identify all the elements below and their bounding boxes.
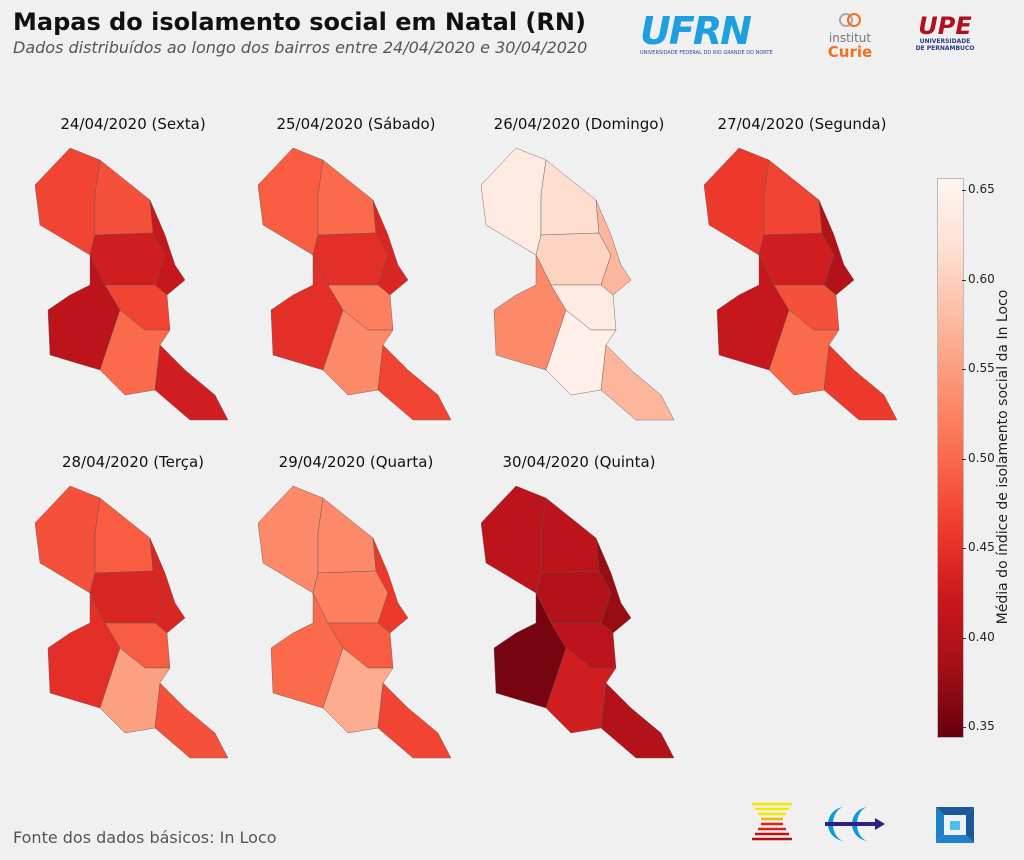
district-nordeste (540, 497, 600, 574)
colorbar-tick-mark (962, 279, 966, 281)
upe-logo-text: UPE (918, 12, 972, 40)
colorbar-tick-label: 0.45 (968, 540, 995, 554)
district-nordeste (94, 497, 154, 574)
choropleth-map (258, 147, 452, 421)
colorbar-tick-mark (962, 637, 966, 639)
district-noroeste (481, 485, 547, 594)
choropleth-map (481, 147, 675, 421)
choropleth-map (481, 485, 675, 759)
district-nordeste (317, 497, 377, 574)
district-noroeste (35, 147, 101, 256)
curie-text-1: institut (828, 31, 872, 45)
cc-logo-icon (825, 807, 885, 841)
colorbar-tick-label: 0.35 (968, 719, 995, 733)
colorbar-tick-label: 0.50 (968, 450, 995, 465)
map-title: 24/04/2020 (Sexta) (60, 115, 206, 133)
curie-rings-icon (839, 13, 861, 27)
district-nordeste (763, 159, 823, 236)
colorbar (937, 178, 964, 738)
colorbar-tick-label: 0.65 (968, 182, 995, 196)
district-nordeste (94, 159, 154, 236)
choropleth-map (704, 147, 898, 421)
upe-sub1: UNIVERSIDADE (919, 38, 971, 45)
cube-logo-icon (936, 807, 974, 843)
ufrn-logo: UFRN UNIVERSIDADE FEDERAL DO RIO GRANDE … (640, 9, 773, 56)
district-noroeste (35, 485, 101, 594)
curie-text-2: Curie (827, 43, 873, 61)
colorbar-tick-mark (962, 727, 966, 728)
district-noroeste (258, 147, 324, 256)
district-noroeste (481, 147, 547, 256)
district-sudeste (154, 682, 229, 759)
map-title: 26/04/2020 (Domingo) (493, 115, 665, 133)
choropleth-map (258, 485, 452, 759)
colorbar-tick-mark (962, 190, 966, 191)
ufrn-logo-subtext: UNIVERSIDADE FEDERAL DO RIO GRANDE DO NO… (640, 50, 773, 56)
colorbar-tick-mark (962, 369, 966, 370)
colorbar-label: Média do índice de isolamento social da … (995, 289, 1011, 625)
page-title: Mapas do isolamento social em Natal (RN) (13, 8, 586, 36)
lab-logo-icon (752, 802, 792, 841)
map-title: 28/04/2020 (Terça) (61, 453, 205, 471)
map-title: 25/04/2020 (Sábado) (276, 115, 436, 133)
colorbar-tick-label: 0.55 (968, 361, 995, 375)
district-sudeste (154, 344, 229, 421)
page-subtitle: Dados distribuídos ao longo dos bairros … (13, 38, 588, 57)
institut-curie-logo: institut Curie (825, 12, 875, 60)
district-nordeste (317, 159, 377, 236)
ufrn-logo-text: UFRN (640, 9, 752, 53)
data-source: Fonte dos dados básicos: In Loco (13, 828, 277, 847)
district-sudeste (377, 344, 452, 421)
upe-sub2: DE PERNAMBUCO (915, 45, 975, 52)
district-sudeste (377, 682, 452, 759)
map-title: 27/04/2020 (Segunda) (717, 115, 887, 133)
district-sudeste (600, 344, 675, 421)
colorbar-tick-mark (962, 458, 966, 460)
choropleth-map (35, 485, 229, 759)
district-sudeste (823, 344, 898, 421)
district-noroeste (258, 485, 324, 594)
district-noroeste (704, 147, 770, 256)
map-title: 29/04/2020 (Quarta) (278, 453, 434, 471)
district-sudeste (600, 682, 675, 759)
colorbar-tick-label: 0.40 (968, 629, 995, 644)
upe-logo: UPE UNIVERSIDADE DE PERNAMBUCO (912, 14, 978, 52)
choropleth-map (35, 147, 229, 421)
colorbar-tick-label: 0.60 (968, 271, 995, 286)
district-nordeste (540, 159, 600, 236)
map-title: 30/04/2020 (Quinta) (502, 453, 656, 471)
colorbar-tick-mark (962, 548, 966, 549)
